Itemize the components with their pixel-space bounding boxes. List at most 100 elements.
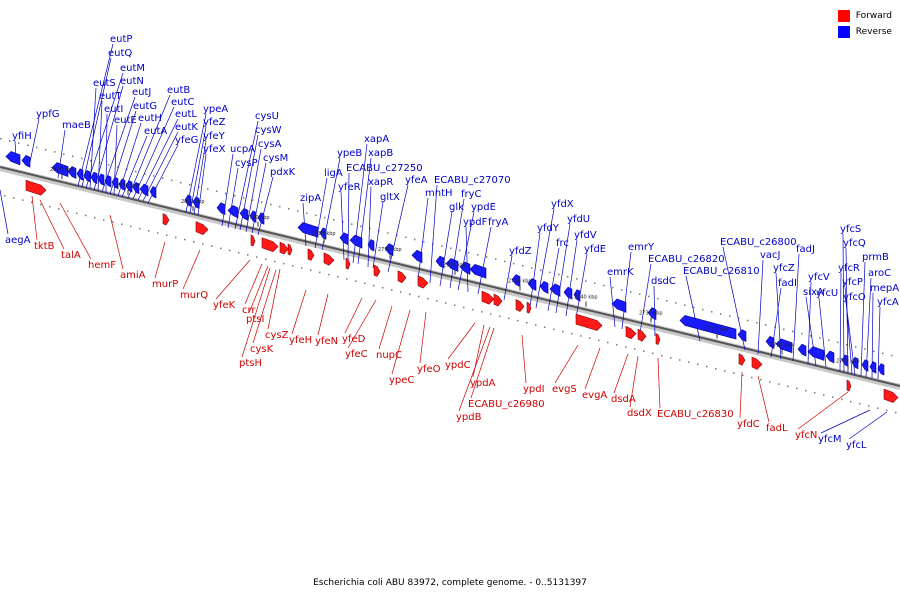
gene-label-yfco[interactable]: yfcO: [843, 292, 866, 303]
gene-label-frc[interactable]: frc: [556, 238, 569, 249]
gene-label-glk[interactable]: glk: [449, 202, 464, 213]
gene-label-eutj[interactable]: eutJ: [132, 87, 151, 98]
gene-label-yfer[interactable]: yfeR: [338, 182, 361, 193]
gene-label-ypeb[interactable]: ypeB: [337, 148, 362, 159]
gene-label-eute[interactable]: eutE: [114, 115, 137, 126]
gene-label-eutk[interactable]: eutK: [175, 122, 198, 133]
gene-label-ecabu_c26820[interactable]: ECABU_c26820: [648, 254, 725, 265]
gene-label-yfdc[interactable]: yfdC: [737, 419, 760, 430]
gene-label-cysw[interactable]: cysW: [255, 125, 282, 136]
gene-label-dsda[interactable]: dsdA: [611, 394, 636, 405]
gene-label-pdxk[interactable]: pdxK: [270, 167, 296, 178]
gene-label-gltx[interactable]: gltX: [380, 192, 400, 203]
gene-label-emry[interactable]: emrY: [628, 242, 655, 253]
gene-label-cysm[interactable]: cysM: [263, 153, 288, 164]
gene-label-yfcp[interactable]: yfcP: [842, 277, 863, 288]
gene-label-yfdx[interactable]: yfdX: [551, 199, 574, 210]
gene-label-hemf[interactable]: hemF: [88, 260, 116, 271]
gene-label-xapr[interactable]: xapR: [368, 177, 393, 188]
gene-label-fryc[interactable]: fryC: [461, 189, 482, 200]
gene-label-emrk[interactable]: emrK: [607, 267, 634, 278]
gene-label-yfdu[interactable]: yfdU: [567, 214, 590, 225]
gene-label-yfcr[interactable]: yfcR: [838, 263, 860, 274]
gene-label-yfeo[interactable]: yfeO: [417, 364, 441, 375]
gene-label-mnth[interactable]: mntH: [425, 188, 453, 199]
gene-label-yfcv[interactable]: yfcV: [808, 272, 830, 283]
gene-label-dsdx[interactable]: dsdX: [627, 408, 652, 419]
gene-label-sixa[interactable]: sixA: [803, 287, 824, 298]
gene-label-yfcl[interactable]: yfcL: [846, 440, 867, 451]
gene-label-eutl[interactable]: eutL: [175, 109, 197, 120]
gene-label-crr[interactable]: crr: [242, 305, 256, 316]
gene-label-yfed[interactable]: yfeD: [342, 334, 366, 345]
gene-label-aega[interactable]: aegA: [5, 235, 31, 246]
gene-label-mepa[interactable]: mepA: [870, 283, 899, 294]
gene-label-yfeg[interactable]: yfeG: [175, 135, 198, 146]
gene-label-yfec[interactable]: yfeC: [345, 349, 368, 360]
gene-label-aroc[interactable]: aroC: [868, 268, 891, 279]
gene-label-amia[interactable]: amiA: [120, 270, 146, 281]
gene-label-eutm[interactable]: eutM: [120, 63, 145, 74]
gene-label-ypde[interactable]: ypdE: [471, 202, 496, 213]
gene-label-yfdv[interactable]: yfdV: [574, 230, 597, 241]
gene-label-yfen[interactable]: yfeN: [315, 336, 338, 347]
gene-label-yfdz[interactable]: yfdZ: [509, 246, 532, 257]
gene-label-eutc[interactable]: eutC: [171, 97, 194, 108]
gene-label-euti[interactable]: eutI: [104, 104, 123, 115]
gene-label-yfez[interactable]: yfeZ: [203, 117, 226, 128]
gene-label-euta[interactable]: eutA: [144, 126, 167, 137]
gene-label-cysk[interactable]: cysK: [250, 344, 274, 355]
gene-label-yfih[interactable]: yfiH: [12, 131, 32, 142]
gene-label-xapb[interactable]: xapB: [368, 148, 393, 159]
gene-label-prmb[interactable]: prmB: [862, 252, 889, 263]
gene-label-yfek[interactable]: yfeK: [213, 300, 236, 311]
gene-label-ypdc[interactable]: ypdC: [445, 360, 471, 371]
gene-label-ecabu_c26810[interactable]: ECABU_c26810: [683, 266, 760, 277]
gene-label-ecabu_c26830[interactable]: ECABU_c26830: [657, 409, 734, 420]
gene-label-ypdf[interactable]: ypdF: [463, 217, 488, 228]
gene-label-murp[interactable]: murP: [152, 279, 178, 290]
gene-label-ypda[interactable]: ypdA: [470, 378, 496, 389]
gene-label-yfcn[interactable]: yfcN: [795, 430, 817, 441]
gene-label-ecabu_c27250[interactable]: ECABU_c27250: [346, 163, 423, 174]
gene-label-ecabu_c27070[interactable]: ECABU_c27070: [434, 175, 511, 186]
gene-label-dsdc[interactable]: dsdC: [651, 276, 676, 287]
gene-label-yfcu[interactable]: yfcU: [816, 288, 838, 299]
gene-label-euth[interactable]: eutH: [138, 113, 162, 124]
gene-label-yfcq[interactable]: yfcQ: [843, 238, 866, 249]
gene-label-eutn[interactable]: eutN: [120, 76, 144, 87]
gene-label-maeb[interactable]: maeB: [62, 120, 91, 131]
gene-label-fadi[interactable]: fadI: [778, 278, 797, 289]
gene-label-ypdi[interactable]: ypdI: [523, 384, 545, 395]
gene-label-murq[interactable]: murQ: [180, 290, 208, 301]
gene-label-ypfg[interactable]: ypfG: [36, 109, 60, 120]
gene-label-eutq[interactable]: eutQ: [108, 48, 132, 59]
gene-label-vacj[interactable]: vacJ: [760, 250, 781, 261]
gene-label-yfeh[interactable]: yfeH: [289, 335, 312, 346]
gene-label-cysa[interactable]: cysA: [258, 139, 282, 150]
gene-label-yfdy[interactable]: yfdY: [537, 223, 560, 234]
gene-label-xapa[interactable]: xapA: [364, 134, 389, 145]
gene-label-cysz[interactable]: cysZ: [265, 330, 289, 341]
gene-label-zipa[interactable]: zipA: [300, 193, 321, 204]
gene-label-liga[interactable]: ligA: [324, 168, 343, 179]
gene-label-euts[interactable]: eutS: [93, 78, 116, 89]
gene-label-nupc[interactable]: nupC: [376, 350, 402, 361]
gene-label-yfde[interactable]: yfdE: [584, 244, 606, 255]
gene-label-yfcz[interactable]: yfcZ: [773, 263, 795, 274]
gene-label-evga[interactable]: evgA: [582, 390, 607, 401]
gene-label-evgs[interactable]: evgS: [552, 384, 577, 395]
gene-label-yfey[interactable]: yfeY: [203, 131, 226, 142]
gene-label-ecabu_c26980[interactable]: ECABU_c26980: [468, 399, 545, 410]
gene-label-yfcs[interactable]: yfcS: [840, 224, 861, 235]
gene-label-eutg[interactable]: eutG: [133, 101, 157, 112]
gene-label-yfex[interactable]: yfeX: [203, 144, 226, 155]
gene-label-yfca[interactable]: yfcA: [877, 297, 899, 308]
gene-label-cysu[interactable]: cysU: [255, 111, 279, 122]
gene-label-tktb[interactable]: tktB: [34, 241, 55, 252]
gene-label-fadl[interactable]: fadL: [766, 423, 788, 434]
gene-label-ptsh[interactable]: ptsH: [239, 358, 262, 369]
gene-label-ecabu_c26800[interactable]: ECABU_c26800: [720, 237, 797, 248]
gene-label-eutp[interactable]: eutP: [110, 34, 132, 45]
gene-label-eutb[interactable]: eutB: [167, 85, 190, 96]
